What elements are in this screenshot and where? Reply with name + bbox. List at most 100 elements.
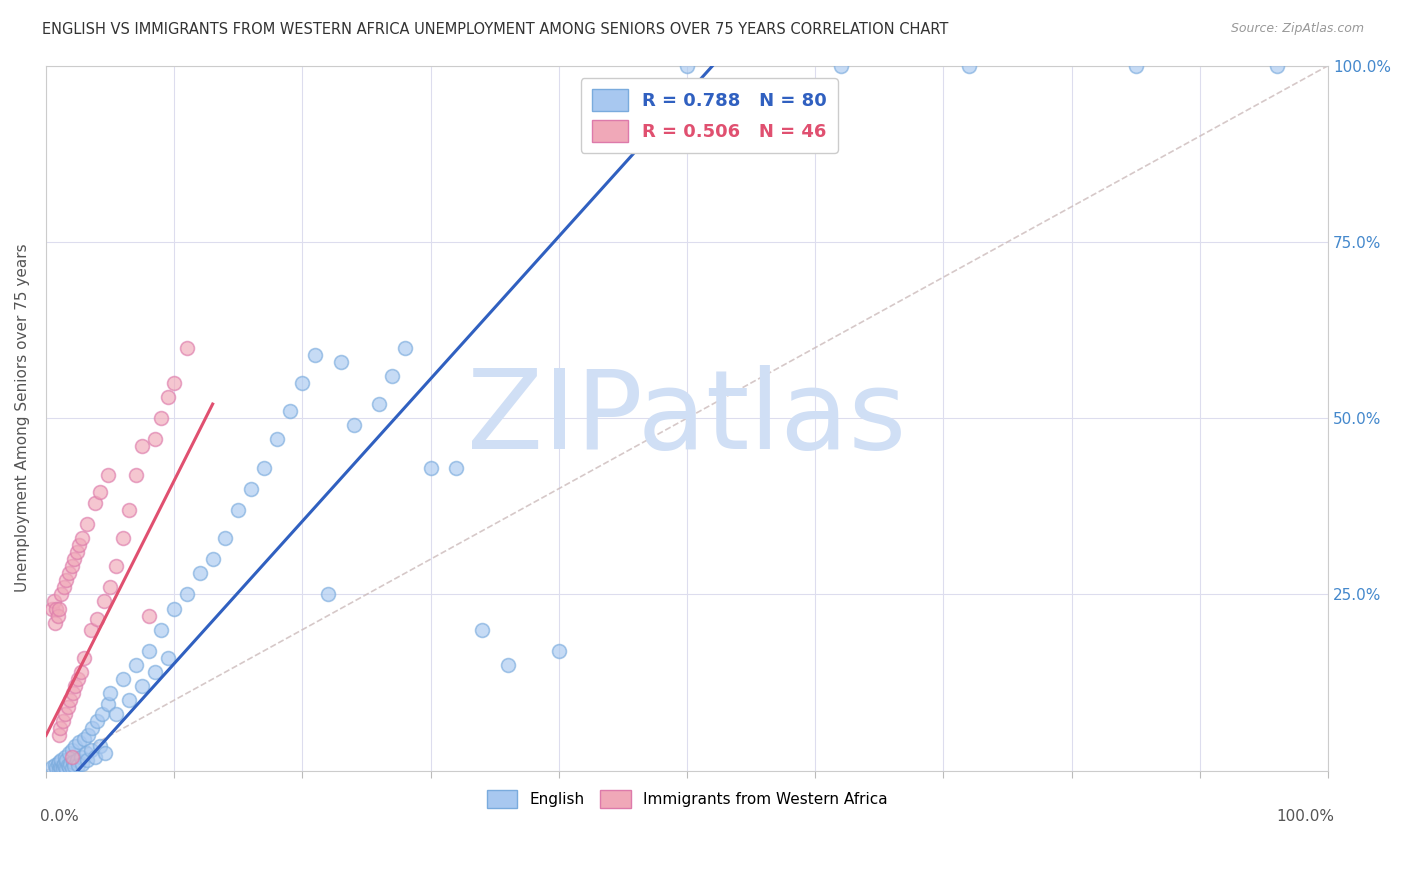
- Point: [73, 731, 96, 746]
- Point: [125, 657, 148, 672]
- Point: [53, 707, 76, 722]
- Text: ZIPatlas: ZIPatlas: [467, 365, 907, 472]
- Point: [76, 753, 98, 767]
- Point: [176, 341, 198, 355]
- Point: [329, 355, 352, 369]
- Point: [86, 714, 108, 729]
- Point: [156, 651, 179, 665]
- Point: [547, 644, 569, 658]
- Point: [266, 432, 288, 446]
- Point: [80, 742, 103, 756]
- Point: [98, 580, 121, 594]
- Point: [48, 728, 70, 742]
- Point: [66, 545, 89, 559]
- Text: 0.0%: 0.0%: [39, 809, 79, 824]
- Point: [830, 59, 852, 73]
- Point: [69, 665, 91, 679]
- Point: [51, 587, 73, 601]
- Point: [67, 538, 90, 552]
- Point: [176, 587, 198, 601]
- Point: [63, 552, 86, 566]
- Point: [44, 615, 66, 630]
- Point: [150, 623, 173, 637]
- Point: [48, 601, 70, 615]
- Point: [60, 742, 83, 756]
- Point: [41, 601, 63, 615]
- Point: [278, 404, 301, 418]
- Point: [188, 566, 211, 581]
- Point: [94, 746, 117, 760]
- Point: [138, 644, 160, 658]
- Point: [240, 482, 263, 496]
- Point: [56, 758, 79, 772]
- Point: [49, 760, 72, 774]
- Point: [89, 485, 111, 500]
- Point: [1125, 59, 1147, 73]
- Point: [131, 439, 153, 453]
- Point: [93, 594, 115, 608]
- Point: [70, 756, 93, 771]
- Point: [52, 580, 75, 594]
- Point: [304, 348, 326, 362]
- Point: [77, 728, 100, 742]
- Point: [58, 746, 80, 760]
- Point: [45, 601, 67, 615]
- Point: [60, 749, 83, 764]
- Point: [66, 672, 89, 686]
- Point: [96, 697, 118, 711]
- Point: [66, 753, 89, 767]
- Point: [163, 601, 186, 615]
- Point: [96, 467, 118, 482]
- Point: [60, 559, 83, 574]
- Point: [46, 608, 69, 623]
- Point: [55, 574, 77, 588]
- Point: [48, 762, 70, 776]
- Point: [53, 760, 76, 774]
- Point: [73, 651, 96, 665]
- Point: [163, 376, 186, 390]
- Point: [83, 749, 105, 764]
- Point: [125, 467, 148, 482]
- Point: [118, 693, 141, 707]
- Point: [67, 735, 90, 749]
- Point: [676, 59, 699, 73]
- Point: [62, 756, 84, 770]
- Point: [58, 566, 80, 581]
- Point: [381, 368, 404, 383]
- Point: [55, 762, 77, 776]
- Point: [46, 756, 69, 771]
- Text: ENGLISH VS IMMIGRANTS FROM WESTERN AFRICA UNEMPLOYMENT AMONG SENIORS OVER 75 YEA: ENGLISH VS IMMIGRANTS FROM WESTERN AFRIC…: [42, 22, 949, 37]
- Point: [118, 503, 141, 517]
- Point: [56, 700, 79, 714]
- Point: [394, 341, 416, 355]
- Point: [343, 418, 366, 433]
- Point: [89, 739, 111, 753]
- Point: [65, 679, 87, 693]
- Legend: English, Immigrants from Western Africa: English, Immigrants from Western Africa: [479, 782, 896, 816]
- Point: [226, 503, 249, 517]
- Point: [66, 758, 89, 772]
- Point: [131, 679, 153, 693]
- Point: [446, 460, 468, 475]
- Point: [44, 758, 66, 772]
- Point: [45, 761, 67, 775]
- Point: [496, 657, 519, 672]
- Point: [471, 623, 494, 637]
- Point: [51, 761, 73, 775]
- Point: [52, 758, 75, 772]
- Text: 100.0%: 100.0%: [1277, 809, 1334, 824]
- Point: [368, 397, 391, 411]
- Point: [316, 587, 339, 601]
- Point: [63, 759, 86, 773]
- Point: [62, 686, 84, 700]
- Point: [83, 496, 105, 510]
- Point: [143, 665, 166, 679]
- Point: [42, 594, 65, 608]
- Text: Source: ZipAtlas.com: Source: ZipAtlas.com: [1230, 22, 1364, 36]
- Point: [957, 59, 980, 73]
- Point: [58, 760, 80, 774]
- Point: [291, 376, 314, 390]
- Point: [86, 612, 108, 626]
- Point: [253, 460, 276, 475]
- Point: [70, 531, 93, 545]
